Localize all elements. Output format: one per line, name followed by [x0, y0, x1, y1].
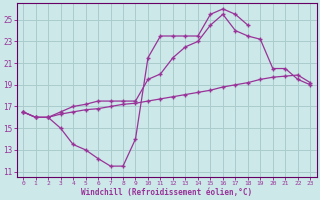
- X-axis label: Windchill (Refroidissement éolien,°C): Windchill (Refroidissement éolien,°C): [81, 188, 252, 197]
